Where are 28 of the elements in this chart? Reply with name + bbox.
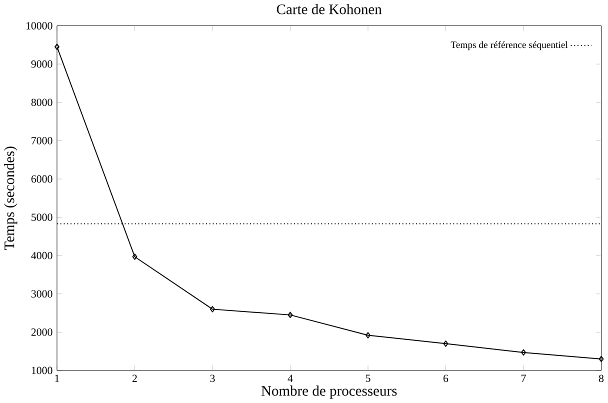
point xyxy=(443,340,448,347)
point xyxy=(366,332,370,339)
y-tick-label: 9000 xyxy=(31,60,52,68)
y-tick-label: 8000 xyxy=(31,98,52,106)
x-tick-label: 1 xyxy=(55,374,60,382)
y-tick-label: 2000 xyxy=(31,328,52,336)
x-tick-label: 3 xyxy=(210,374,215,382)
y-tick-label: 7000 xyxy=(32,137,52,144)
x-tick-label: 8 xyxy=(598,374,604,382)
y-tick-label: 4000 xyxy=(31,252,52,260)
point xyxy=(288,312,293,318)
legend-label: Temps de référence séquentiel xyxy=(450,41,568,50)
y-tick-label: 5000 xyxy=(32,214,52,222)
x-tick-label: 6 xyxy=(444,374,448,382)
y-tick-label: 10000 xyxy=(26,22,52,30)
y-axis-title: Temps (secondes) xyxy=(4,146,18,250)
chart-title: Carte de Kohonen xyxy=(276,4,382,14)
point xyxy=(521,349,526,356)
x-tick-label: 7 xyxy=(522,374,526,382)
x-axis-title: Nombre de processeurs xyxy=(261,386,397,399)
x-tick-label: 5 xyxy=(366,374,370,382)
point xyxy=(132,254,138,260)
y-tick-label: 3000 xyxy=(31,290,52,298)
y-tick-label: 6000 xyxy=(31,175,52,183)
x-tick-label: 4 xyxy=(288,374,293,382)
point xyxy=(210,306,215,312)
y-tick-label: 1000 xyxy=(32,366,52,374)
x-tick-label: 2 xyxy=(132,374,137,382)
